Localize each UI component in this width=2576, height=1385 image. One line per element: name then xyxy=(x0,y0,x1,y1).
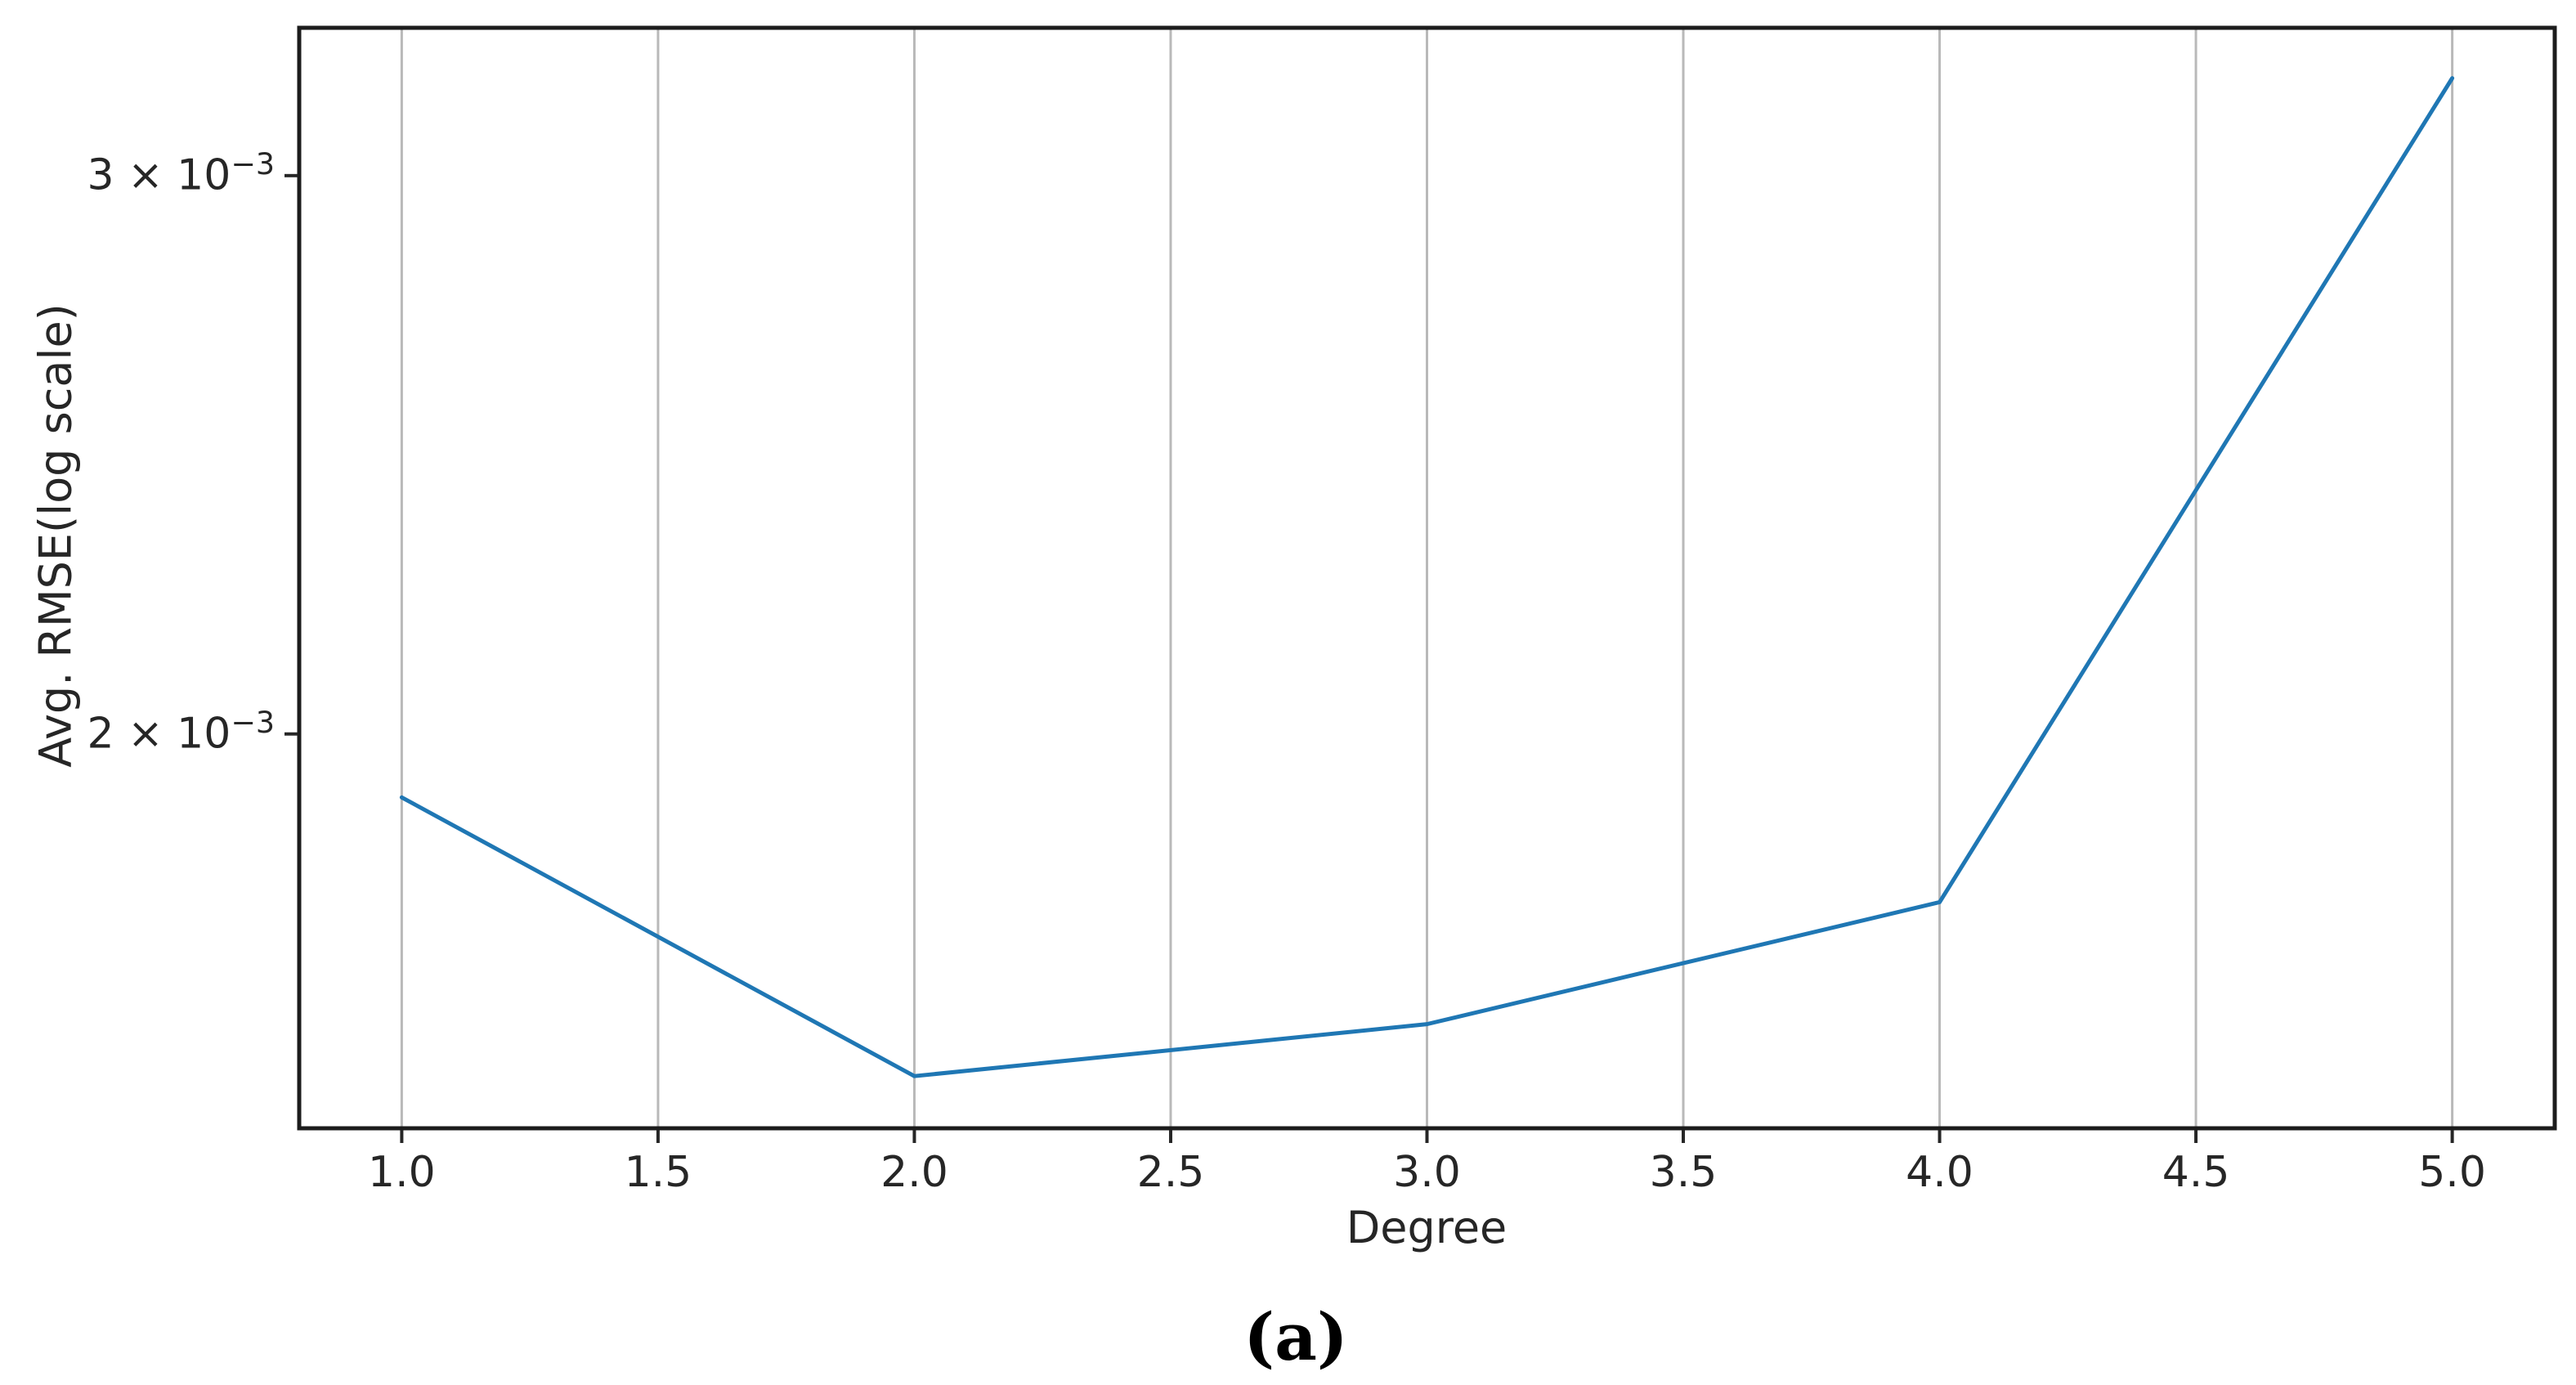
x-axis-label: Degree xyxy=(1346,1202,1508,1253)
y-axis-label: Avg. RMSE(log scale) xyxy=(29,303,82,768)
x-tick-label-5.0: 5.0 xyxy=(2418,1148,2486,1197)
x-tick-label-3.5: 3.5 xyxy=(1649,1148,1718,1197)
x-tick-label-3.0: 3.0 xyxy=(1393,1148,1461,1197)
series-line-avg-rmse xyxy=(399,76,2455,1078)
x-tick-label-2.5: 2.5 xyxy=(1136,1148,1205,1197)
y-tick-label-0.002: 2 × 10−3 xyxy=(87,704,275,759)
x-tick-label-4.0: 4.0 xyxy=(1906,1148,1973,1197)
x-tick-label-1.0: 1.0 xyxy=(368,1148,436,1197)
subfigure-caption: (a) xyxy=(1243,1298,1348,1375)
x-tick-label-2.0: 2.0 xyxy=(880,1148,948,1197)
x-tick-label-4.5: 4.5 xyxy=(2162,1148,2230,1197)
plot-border xyxy=(297,25,2557,1131)
y-tick-label-0.003: 3 × 10−3 xyxy=(87,146,275,200)
x-tick-label-1.5: 1.5 xyxy=(624,1148,692,1197)
